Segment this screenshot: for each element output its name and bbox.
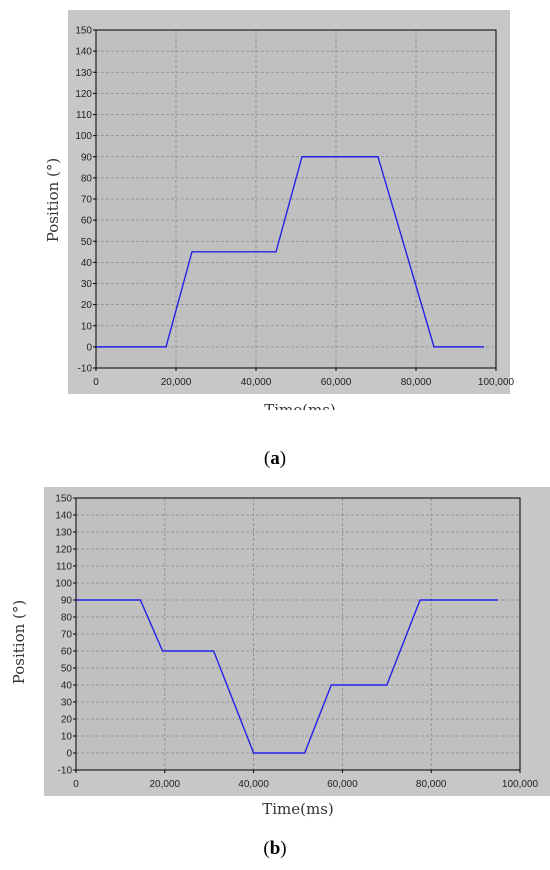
chart-b-y-axis-title: Position (°) — [10, 600, 28, 685]
chart-b-y-tick-label-15: 140 — [55, 511, 72, 522]
chart-a-x-tick-label-5: 100,000 — [478, 377, 515, 388]
chart-b-y-tick-label-12: 110 — [56, 562, 72, 573]
chart-b-y-tick-label-7: 60 — [61, 647, 73, 658]
chart-b-y-tick-label-0: -10 — [58, 766, 73, 777]
chart-b-y-tick-label-11: 100 — [55, 579, 72, 590]
chart-a-y-tick-label-16: 150 — [75, 26, 92, 37]
chart-a-y-tick-label-15: 140 — [75, 47, 92, 58]
chart-b-y-tick-label-8: 70 — [61, 630, 73, 641]
chart-a-y-axis-title: Position (°) — [44, 158, 62, 243]
chart-b-y-tick-label-2: 10 — [61, 732, 73, 743]
chart-b-x-tick-label-3: 60,000 — [327, 779, 358, 790]
caption-b: (b) — [263, 838, 287, 859]
chart-a-y-tick-label-8: 70 — [81, 195, 93, 206]
chart-b-y-tick-label-14: 130 — [55, 528, 72, 539]
chart-b-svg: -100102030405060708090100110120130140150… — [10, 487, 550, 818]
chart-a-y-tick-label-0: -10 — [78, 364, 93, 375]
chart-a-x-tick-label-3: 60,000 — [321, 377, 352, 388]
chart-a-y-tick-label-6: 50 — [81, 237, 93, 248]
chart-b-x-axis-title: Time(ms) — [262, 800, 334, 818]
chart-a-x-tick-label-4: 80,000 — [401, 377, 432, 388]
chart-b-y-tick-label-10: 90 — [61, 596, 73, 607]
chart-b-y-tick-label-9: 80 — [61, 613, 73, 624]
chart-b-y-tick-label-13: 120 — [55, 545, 72, 556]
chart-b-x-tick-label-4: 80,000 — [416, 779, 447, 790]
chart-a-y-tick-label-3: 20 — [81, 300, 93, 311]
chart-a-y-tick-label-1: 0 — [86, 342, 92, 353]
chart-b-y-tick-label-16: 150 — [55, 494, 72, 505]
chart-a-y-tick-label-10: 90 — [81, 152, 93, 163]
chart-b-y-tick-label-4: 30 — [61, 698, 73, 709]
chart-a-y-tick-label-7: 60 — [81, 216, 93, 227]
chart-a-y-tick-label-2: 10 — [81, 321, 93, 332]
chart-a-y-tick-label-9: 80 — [81, 173, 93, 184]
chart-a: -10 0 10 20 30 40 50 60 70 80 90 100 110 120 130 140 150… — [0, 0, 550, 410]
chart-a-y-tick-label-12: 110 — [76, 110, 92, 121]
chart-b-y-tick-label-3: 20 — [61, 715, 73, 726]
chart-a-x-tick-label-0: 0 — [93, 377, 99, 388]
chart-a-y-tick-label-4: 30 — [81, 279, 93, 290]
chart-b-x-tick-label-2: 40,000 — [238, 779, 269, 790]
chart-a-y-tick-label-13: 120 — [75, 89, 92, 100]
chart-b: -10 0 10 20 30 40 50 60 70 80 90 100 110 120 130 140 150… — [0, 480, 550, 820]
chart-a-svg: -100102030405060708090100110120130140150… — [44, 10, 515, 410]
caption-a: (a) — [263, 448, 287, 469]
chart-a-x-tick-label-1: 20,000 — [161, 377, 192, 388]
chart-b-y-tick-label-1: 0 — [66, 749, 72, 760]
chart-a-y-tick-label-5: 40 — [81, 258, 93, 269]
chart-a-y-tick-label-14: 130 — [75, 68, 92, 79]
chart-b-x-tick-label-1: 20,000 — [150, 779, 181, 790]
chart-a-y-tick-label-11: 100 — [75, 131, 92, 142]
chart-a-x-axis-title: Time(ms) — [264, 401, 336, 410]
chart-b-series-line-0 — [76, 599, 498, 754]
chart-a-series-line-0 — [96, 156, 484, 348]
chart-b-x-tick-label-5: 100,000 — [502, 779, 539, 790]
chart-a-x-tick-label-2: 40,000 — [241, 377, 272, 388]
caption-a-label: a — [270, 448, 280, 469]
chart-b-x-tick-label-0: 0 — [73, 779, 79, 790]
chart-b-y-tick-label-5: 40 — [61, 681, 73, 692]
chart-b-y-tick-label-6: 50 — [61, 664, 73, 675]
caption-b-label: b — [269, 838, 281, 859]
